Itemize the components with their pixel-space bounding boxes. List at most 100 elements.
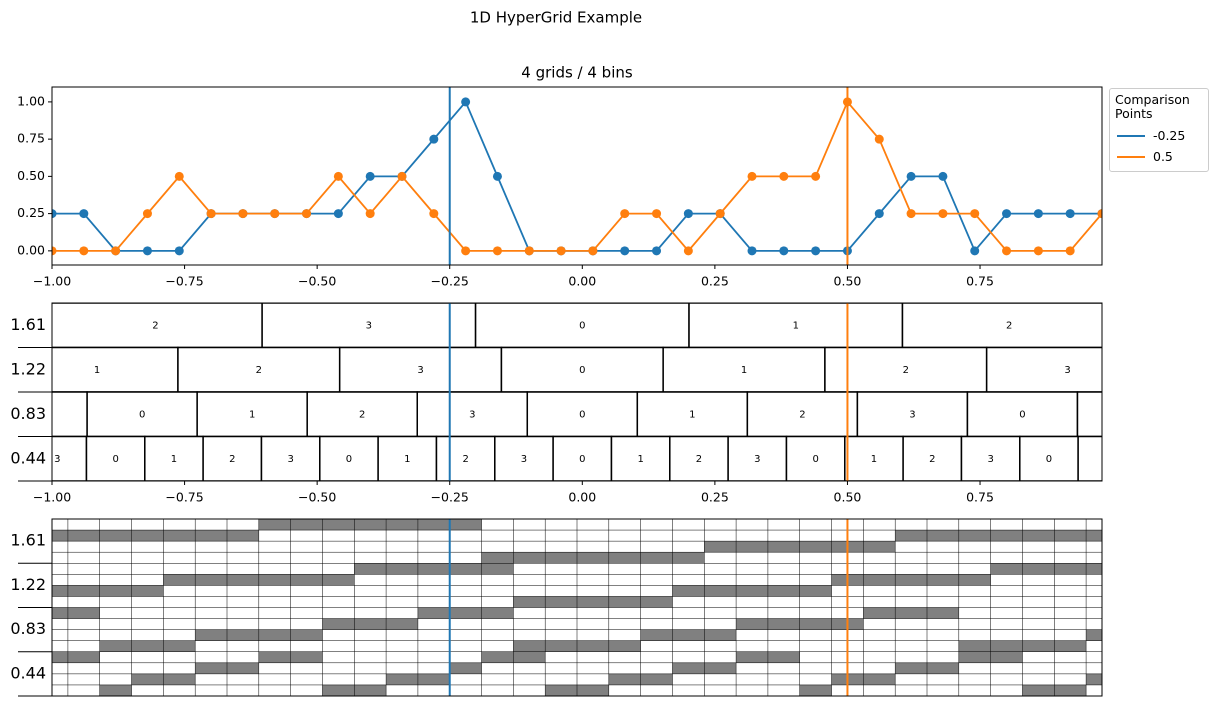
legend-title: Comparison Points: [1115, 92, 1190, 121]
occupied-cell: [258, 519, 291, 531]
bin-label: 2: [229, 454, 235, 465]
bin-label: 2: [152, 320, 158, 331]
bin-label: 0: [139, 409, 145, 420]
occupied-cell: [577, 596, 609, 608]
bin-box: [416, 391, 529, 438]
bin-box: [144, 435, 204, 481]
occupied-cell: [895, 574, 927, 586]
occupied-cell: [1022, 563, 1055, 575]
occupied-cell: [736, 651, 768, 663]
occupied-cell: [290, 574, 323, 586]
occupied-cell: [895, 607, 927, 619]
y-tick-label: 0.25: [17, 205, 45, 220]
series-point: [174, 246, 184, 256]
bin-label: 3: [1064, 365, 1070, 376]
bin-box: [435, 435, 496, 481]
occupied-cell: [799, 684, 832, 696]
occupied-cell: [736, 585, 768, 597]
occupied-cell: [354, 563, 387, 575]
bin-box: [52, 303, 263, 349]
occupied-cell: [927, 574, 959, 586]
series-point: [970, 246, 980, 256]
occupied-cell: [608, 640, 641, 652]
series-point: [206, 209, 216, 219]
bin-label: 3: [987, 454, 993, 465]
occupied-cell: [99, 640, 132, 652]
occupied-cell: [767, 541, 800, 553]
series-point: [79, 209, 89, 219]
occupied-cell: [545, 552, 577, 564]
occupied-cell: [67, 651, 100, 663]
bin-label: 3: [417, 365, 423, 376]
bin-box: [52, 391, 88, 438]
occupied-cell: [608, 552, 641, 564]
series-point: [429, 209, 439, 219]
x-tick-label: 0.50: [834, 490, 862, 505]
occupied-cell: [354, 618, 387, 630]
occupied-cell: [545, 684, 577, 696]
bin-label: 3: [909, 409, 915, 420]
occupied-cell: [577, 640, 609, 652]
occupied-cell: [799, 585, 832, 597]
bin-label: 3: [54, 454, 60, 465]
x-tick-label: −0.50: [298, 274, 336, 289]
x-tick-label: −0.75: [165, 274, 203, 289]
occupied-cell: [52, 585, 68, 597]
occupied-cell: [895, 662, 927, 674]
occupied-cell: [767, 585, 800, 597]
occupied-cell: [1022, 684, 1055, 696]
occupied-cell: [704, 662, 737, 674]
bin-label: 3: [366, 320, 372, 331]
legend-swatch: [1117, 134, 1145, 137]
series-point: [270, 209, 280, 219]
occupied-cell: [863, 574, 896, 586]
series-point: [970, 209, 980, 219]
occupied-cell: [417, 519, 450, 531]
bin-box: [86, 391, 198, 438]
x-tick-label: −1.00: [33, 490, 71, 505]
bin-label: 3: [521, 454, 527, 465]
bin-box: [526, 391, 639, 438]
bin-label: 1: [94, 365, 100, 376]
occupied-cell: [195, 662, 227, 674]
x-tick-label: 0.25: [701, 490, 729, 505]
occupied-cell: [513, 651, 546, 663]
occupied-cell: [927, 530, 959, 542]
series-point: [333, 171, 343, 181]
y-tick-label: 0.00: [17, 242, 45, 257]
series-point: [747, 246, 757, 256]
occupied-cell: [481, 607, 514, 619]
bin-label: 2: [799, 409, 805, 420]
series-point: [747, 171, 757, 181]
bin-label: 1: [249, 409, 255, 420]
series-point: [302, 209, 312, 219]
plot-area: [52, 519, 1102, 696]
bin-box: [1076, 391, 1102, 438]
series-point: [620, 246, 630, 256]
bin-box: [260, 435, 321, 481]
series-point: [429, 134, 439, 144]
series-point: [1002, 246, 1012, 256]
occupied-cell: [736, 541, 768, 553]
occupied-cell: [767, 618, 800, 630]
occupied-cell: [449, 607, 482, 619]
bin-label: 3: [754, 454, 760, 465]
bin-label: 1: [637, 454, 643, 465]
occupied-cell: [322, 519, 355, 531]
occupied-cell: [195, 574, 227, 586]
occupied-cell: [258, 574, 291, 586]
occupied-cell: [1022, 530, 1055, 542]
series-point: [79, 246, 89, 256]
occupied-cell: [52, 530, 68, 542]
occupied-cell: [513, 640, 546, 652]
occupied-cell: [545, 596, 577, 608]
bin-label: 1: [871, 454, 877, 465]
series-point: [683, 209, 693, 219]
x-tick-label: 0.25: [701, 274, 729, 289]
bin-box: [966, 391, 1079, 438]
occupied-cell: [481, 651, 514, 663]
bin-label: 0: [1019, 409, 1025, 420]
occupied-cell: [163, 530, 196, 542]
bin-box: [196, 391, 308, 438]
